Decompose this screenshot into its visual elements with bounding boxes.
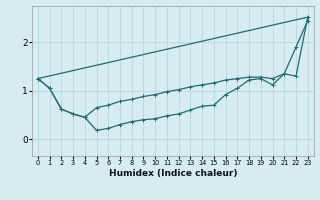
X-axis label: Humidex (Indice chaleur): Humidex (Indice chaleur) (108, 169, 237, 178)
